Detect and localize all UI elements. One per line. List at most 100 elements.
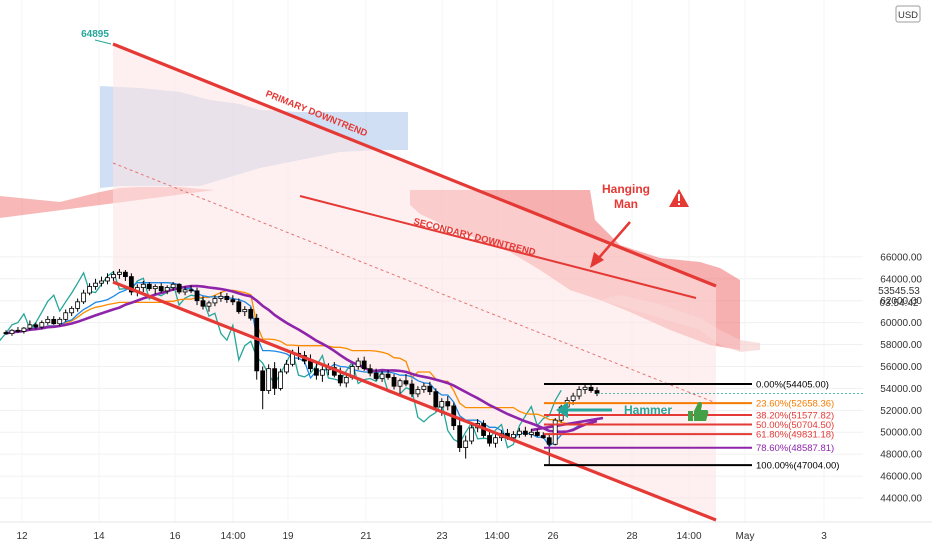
x-tick-label: 26 bbox=[547, 531, 559, 542]
candle-up bbox=[552, 419, 558, 445]
x-tick-label: 14:00 bbox=[484, 531, 509, 542]
candle-up bbox=[582, 386, 588, 390]
candle-up bbox=[69, 307, 75, 314]
candle-down bbox=[200, 300, 206, 307]
conversion-line bbox=[6, 282, 597, 447]
x-tick-label: 14 bbox=[93, 531, 105, 542]
candle-up bbox=[266, 368, 272, 391]
candle-up bbox=[379, 373, 385, 379]
fib-level-label: 38.20%(51577.82) bbox=[756, 410, 834, 421]
y-tick-label: 50000.00 bbox=[880, 428, 922, 439]
hanging-man-label-2: Man bbox=[614, 197, 638, 211]
candle-down bbox=[522, 430, 528, 435]
candle-up bbox=[415, 389, 421, 395]
candle-up bbox=[343, 377, 349, 384]
y-tick-label: 48000.00 bbox=[880, 450, 922, 461]
candle-down bbox=[3, 332, 9, 334]
candle-down bbox=[546, 437, 552, 445]
candle-down bbox=[272, 368, 278, 389]
lagging-span-line bbox=[0, 270, 562, 449]
candle-up bbox=[9, 329, 15, 335]
candle-up bbox=[278, 371, 284, 389]
candle-down bbox=[385, 373, 391, 378]
candle-up bbox=[170, 283, 176, 288]
fib-level-label: 100.00%(47004.00) bbox=[756, 461, 839, 472]
y-tick-label: 64000.00 bbox=[880, 274, 922, 285]
candle-down bbox=[260, 370, 266, 391]
warning-icon bbox=[669, 189, 689, 207]
candle-up bbox=[516, 430, 522, 435]
y-tick-label: 46000.00 bbox=[880, 472, 922, 483]
candle-down bbox=[236, 301, 242, 313]
candle-down bbox=[540, 435, 546, 439]
candle-up bbox=[39, 322, 45, 328]
candle-up bbox=[319, 369, 325, 376]
candle-up bbox=[493, 437, 498, 444]
fib-level-label: 78.60%(48587.81) bbox=[756, 443, 834, 454]
x-tick-label: 14:00 bbox=[676, 531, 701, 542]
x-tick-label: 28 bbox=[626, 531, 638, 542]
candle-up bbox=[439, 401, 445, 408]
thumbs-up-icon bbox=[688, 401, 709, 421]
high-price-badge: 64895 bbox=[81, 29, 112, 45]
candle-down bbox=[594, 390, 600, 394]
candle-up bbox=[469, 427, 475, 442]
candle-up bbox=[182, 289, 188, 293]
candle-down bbox=[433, 391, 439, 408]
candle-down bbox=[122, 271, 128, 278]
candle-up bbox=[242, 309, 248, 313]
primary-trendline bbox=[112, 42, 717, 288]
candle-down bbox=[158, 286, 164, 292]
candle-down bbox=[146, 283, 152, 290]
x-tick-label: 21 bbox=[360, 531, 372, 542]
x-tick-label: 3 bbox=[821, 531, 827, 542]
candle-up bbox=[75, 301, 81, 309]
fib-level-label: 61.80%(49831.18) bbox=[756, 430, 834, 441]
candle-up bbox=[105, 277, 110, 282]
last-price-label: 53545.53 bbox=[878, 286, 920, 297]
hanging-man-label-1: Hanging bbox=[602, 182, 650, 196]
candle-up bbox=[81, 292, 87, 303]
candle-down bbox=[445, 401, 451, 407]
y-tick-label: 62000.00 bbox=[880, 296, 922, 307]
candle-up bbox=[164, 287, 170, 292]
hanging-man-arrowhead bbox=[590, 252, 604, 268]
candle-up bbox=[111, 274, 116, 279]
y-tick-label: 52000.00 bbox=[880, 406, 922, 417]
candle-up bbox=[355, 360, 361, 367]
x-tick-label: 19 bbox=[282, 531, 294, 542]
candle-up bbox=[93, 282, 98, 287]
candle-down bbox=[588, 386, 594, 391]
candle-up bbox=[284, 363, 289, 373]
high-price-label: 64895 bbox=[81, 29, 109, 40]
candle-down bbox=[361, 360, 367, 370]
candle-down bbox=[128, 276, 134, 293]
candle-down bbox=[427, 385, 433, 393]
x-tick-label: May bbox=[736, 531, 755, 542]
y-tick-label: 66000.00 bbox=[880, 252, 922, 263]
candle-down bbox=[403, 380, 409, 385]
price-axis: 44000.00 46000.00 48000.00 50000.00 52000.00… bbox=[863, 0, 932, 550]
candle-up bbox=[45, 318, 51, 324]
x-tick-label: 14:00 bbox=[220, 531, 245, 542]
candle-down bbox=[457, 425, 463, 448]
candle-up bbox=[212, 298, 218, 304]
countdown-label: 03:54:42 bbox=[880, 298, 919, 309]
candle-down bbox=[248, 309, 254, 319]
candle-down bbox=[51, 318, 57, 325]
candle-up bbox=[463, 440, 469, 448]
candle-down bbox=[194, 290, 200, 302]
candle-down bbox=[224, 295, 230, 301]
candle-down bbox=[373, 372, 379, 379]
candle-down bbox=[409, 383, 415, 395]
lower-channel-line bbox=[112, 280, 717, 522]
base-line bbox=[6, 289, 597, 426]
candle-up bbox=[99, 280, 104, 284]
candle-down bbox=[367, 368, 373, 374]
candle-down bbox=[487, 435, 492, 444]
x-tick-label: 16 bbox=[169, 531, 181, 542]
currency-badge[interactable]: USD bbox=[895, 5, 921, 23]
last-price-badge: 53545.53 03:54:42 bbox=[878, 286, 920, 309]
candle-up bbox=[397, 380, 403, 387]
